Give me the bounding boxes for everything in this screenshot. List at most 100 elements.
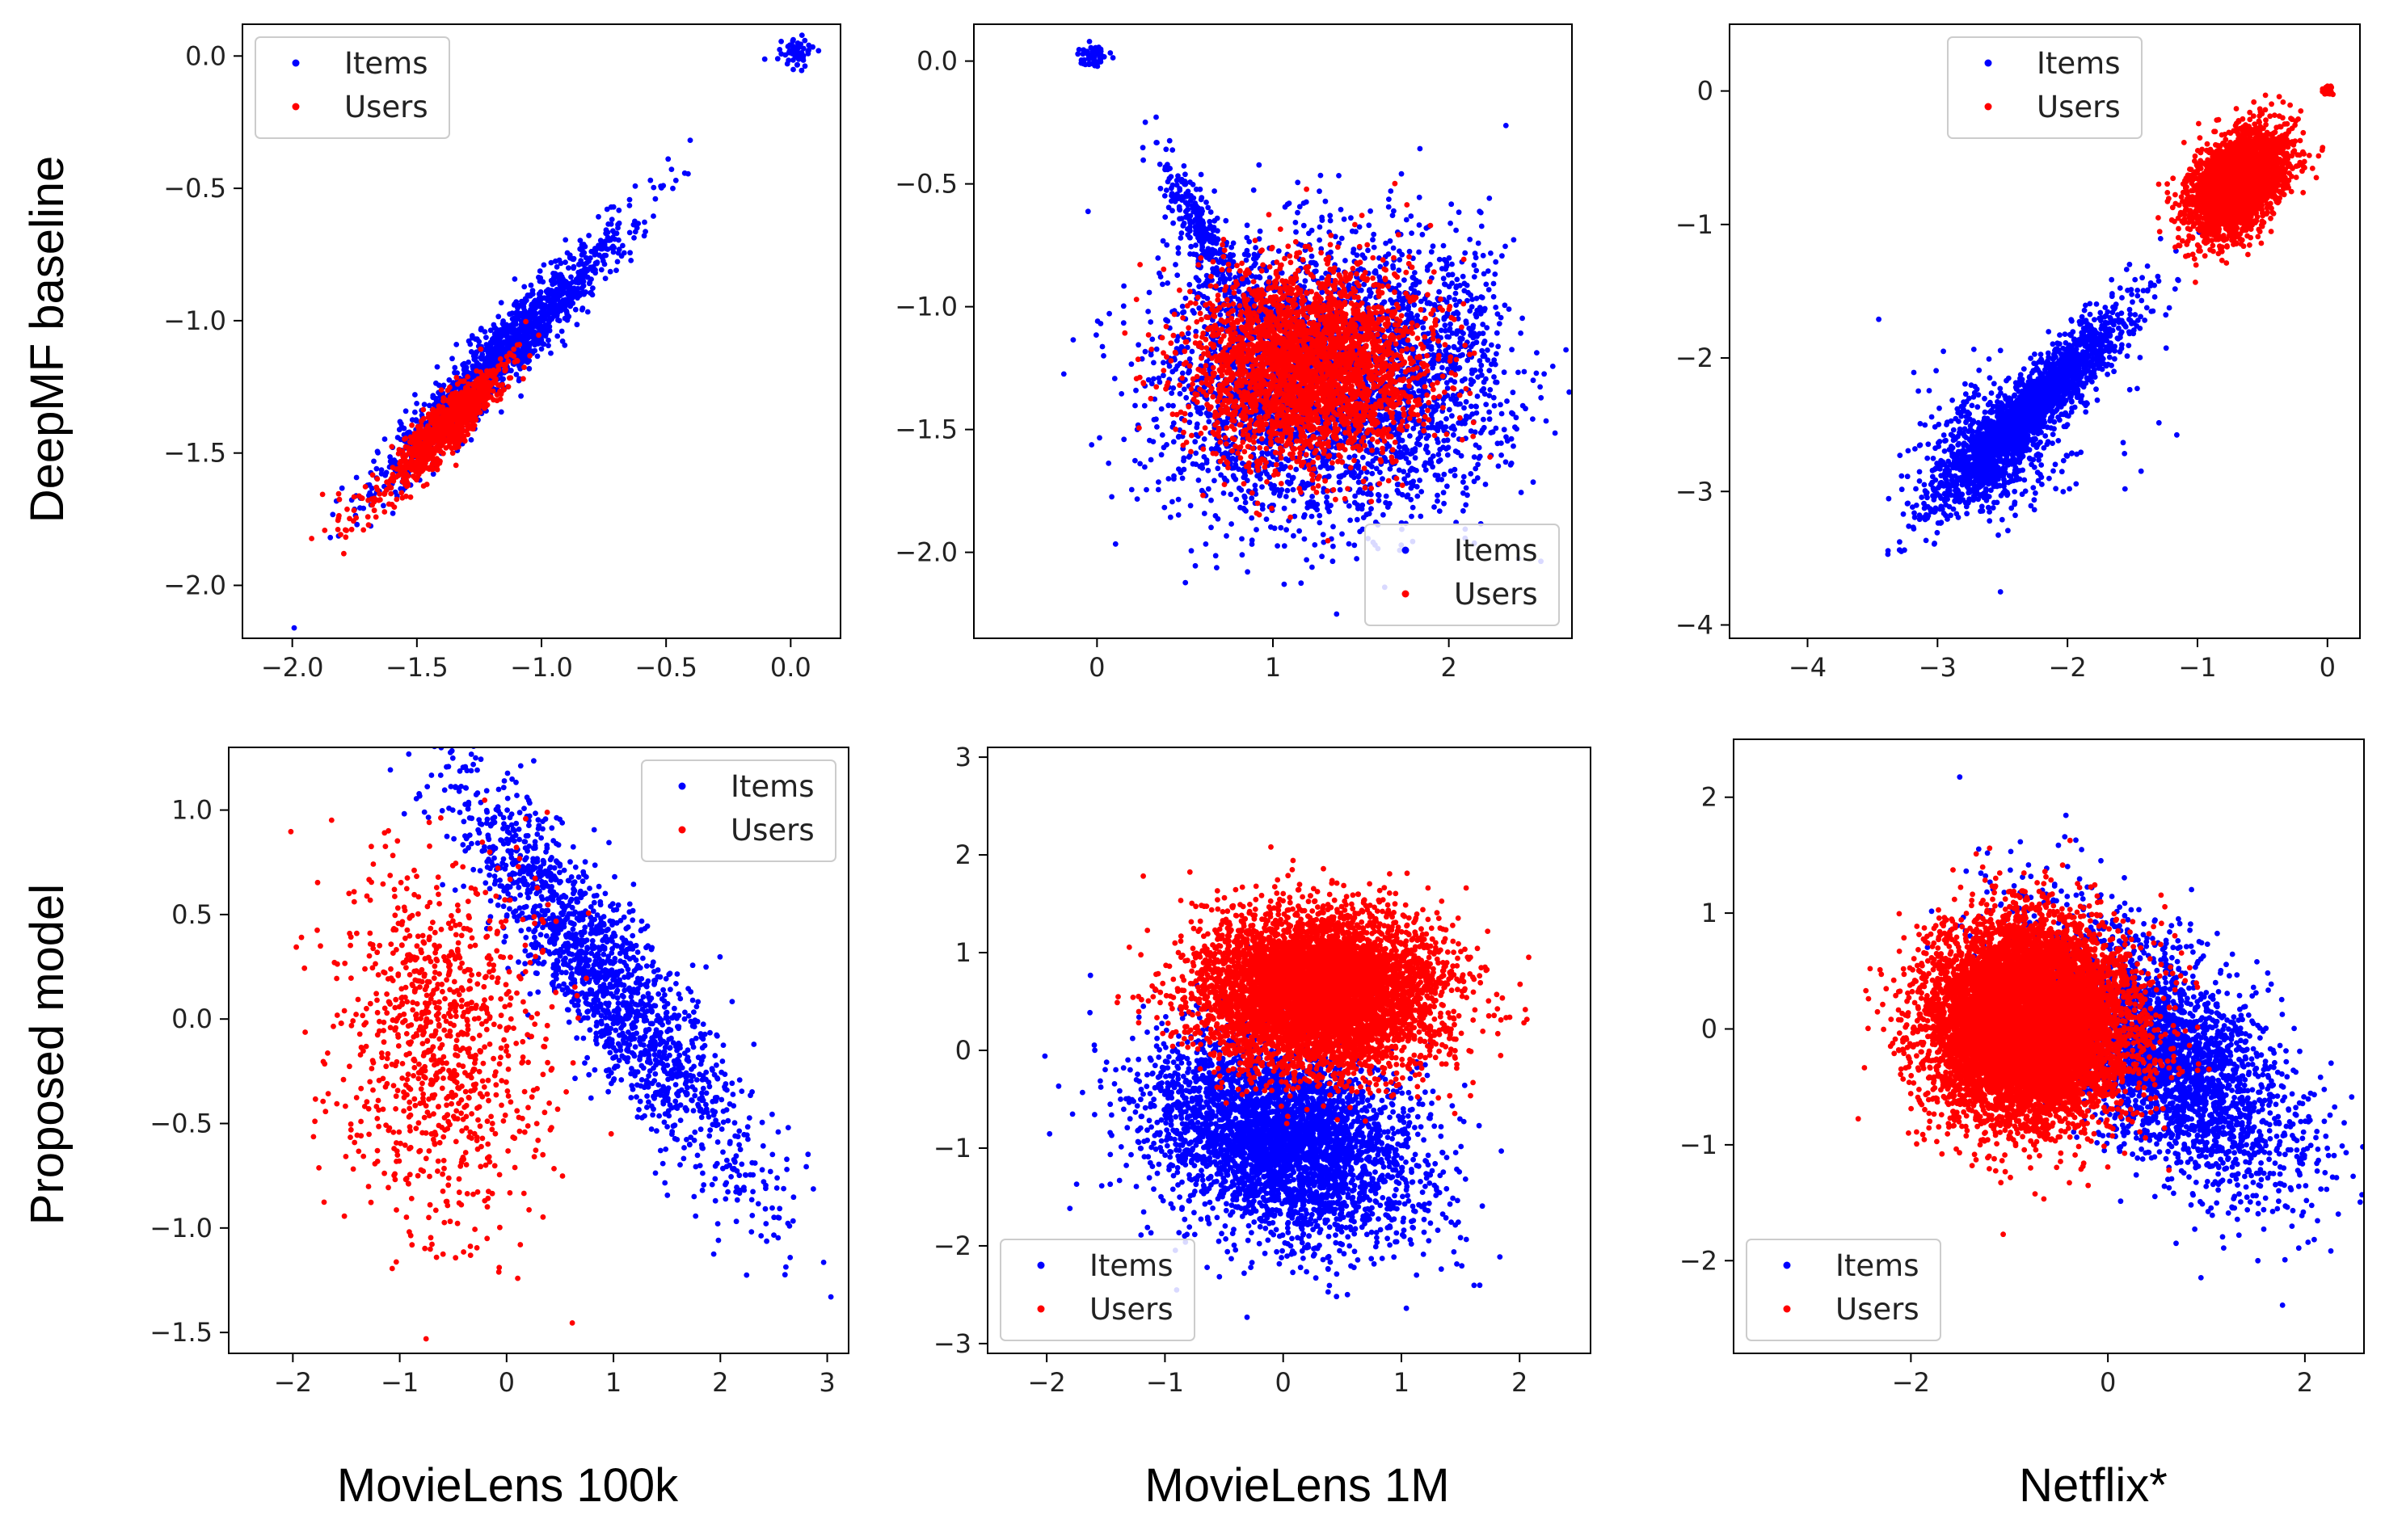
items-point <box>1396 467 1402 473</box>
items-point <box>1515 369 1521 376</box>
items-point <box>1389 212 1396 218</box>
items-point <box>1364 447 1371 453</box>
items-point <box>799 32 805 38</box>
items-point <box>631 235 637 241</box>
items-point <box>558 286 563 292</box>
items-point <box>584 309 591 315</box>
items-point <box>1407 433 1413 439</box>
items-point <box>526 358 533 364</box>
items-point <box>538 346 545 352</box>
items-point <box>1581 470 1586 476</box>
users-point <box>450 437 457 444</box>
items-point <box>1277 490 1283 496</box>
items-point <box>1409 513 1414 520</box>
items-point <box>353 474 360 481</box>
items-point <box>1467 308 1473 314</box>
items-point <box>614 259 621 265</box>
items-point <box>1377 469 1383 475</box>
users-point <box>459 423 466 430</box>
items-point <box>1435 452 1442 457</box>
items-point <box>1218 472 1224 478</box>
items-point <box>615 225 621 231</box>
items-point <box>1366 511 1372 517</box>
items-point <box>558 328 565 335</box>
items-point <box>668 166 675 173</box>
items-point <box>1494 351 1499 357</box>
items-point <box>1208 446 1215 452</box>
items-point <box>1460 479 1466 485</box>
items-point <box>508 322 514 329</box>
items-point <box>1444 452 1451 458</box>
users-point <box>468 425 474 431</box>
users-point <box>413 469 419 475</box>
items-point <box>554 264 560 270</box>
items-point <box>1351 453 1358 459</box>
items-point <box>414 401 419 406</box>
items-point <box>401 425 407 431</box>
items-point <box>1136 342 1141 348</box>
items-point <box>1410 504 1416 511</box>
items-point <box>512 321 519 327</box>
items-point <box>1121 283 1127 289</box>
items-point <box>800 45 807 52</box>
items-point <box>1291 498 1296 504</box>
items-point <box>1151 360 1157 366</box>
users-point <box>505 358 512 364</box>
items-point <box>504 346 509 352</box>
items-point <box>1211 478 1217 484</box>
items-point <box>643 229 648 234</box>
items-point <box>1442 322 1448 329</box>
items-point <box>537 318 543 324</box>
items-point <box>1171 476 1177 482</box>
items-point <box>495 313 502 320</box>
items-point <box>1112 541 1119 547</box>
items-point <box>1308 513 1315 520</box>
items-point <box>536 274 541 280</box>
items-point <box>592 270 598 276</box>
items-point <box>407 429 412 435</box>
items-point <box>1292 513 1298 520</box>
items-point <box>1434 402 1440 408</box>
items-point <box>1208 497 1214 503</box>
items-point <box>1159 432 1165 438</box>
items-point <box>493 335 499 342</box>
items-point <box>545 294 551 301</box>
items-point <box>1352 493 1358 499</box>
items-point <box>1275 248 1282 255</box>
items-point <box>1381 299 1388 305</box>
items-point <box>577 238 584 243</box>
items-point <box>1186 368 1192 375</box>
items-point <box>556 257 563 263</box>
items-point <box>1142 464 1148 470</box>
items-point <box>1327 217 1334 224</box>
items-point <box>790 38 796 44</box>
items-point <box>1337 486 1343 493</box>
y-tick-label: −2.0 <box>163 570 226 600</box>
items-point <box>473 336 478 343</box>
items-point <box>579 242 585 248</box>
items-point <box>1137 461 1143 467</box>
items-point <box>487 353 493 360</box>
items-point <box>1355 479 1362 486</box>
items-point <box>1366 222 1372 229</box>
items-point <box>1336 173 1342 179</box>
items-point <box>1157 379 1163 385</box>
users-point <box>369 472 376 478</box>
items-point <box>609 217 615 222</box>
items-point <box>1158 406 1165 412</box>
items-point <box>651 213 656 219</box>
items-point <box>412 409 418 415</box>
items-point <box>1132 402 1138 409</box>
items-point <box>1242 499 1249 506</box>
items-point <box>1417 478 1422 483</box>
items-point <box>375 450 381 456</box>
users-point <box>455 432 461 439</box>
items-point <box>1182 579 1189 586</box>
items-point <box>1233 496 1240 503</box>
items-point <box>483 335 489 340</box>
items-point <box>1313 262 1319 268</box>
items-point <box>1320 532 1326 537</box>
items-point <box>546 343 551 349</box>
items-point <box>626 196 633 203</box>
